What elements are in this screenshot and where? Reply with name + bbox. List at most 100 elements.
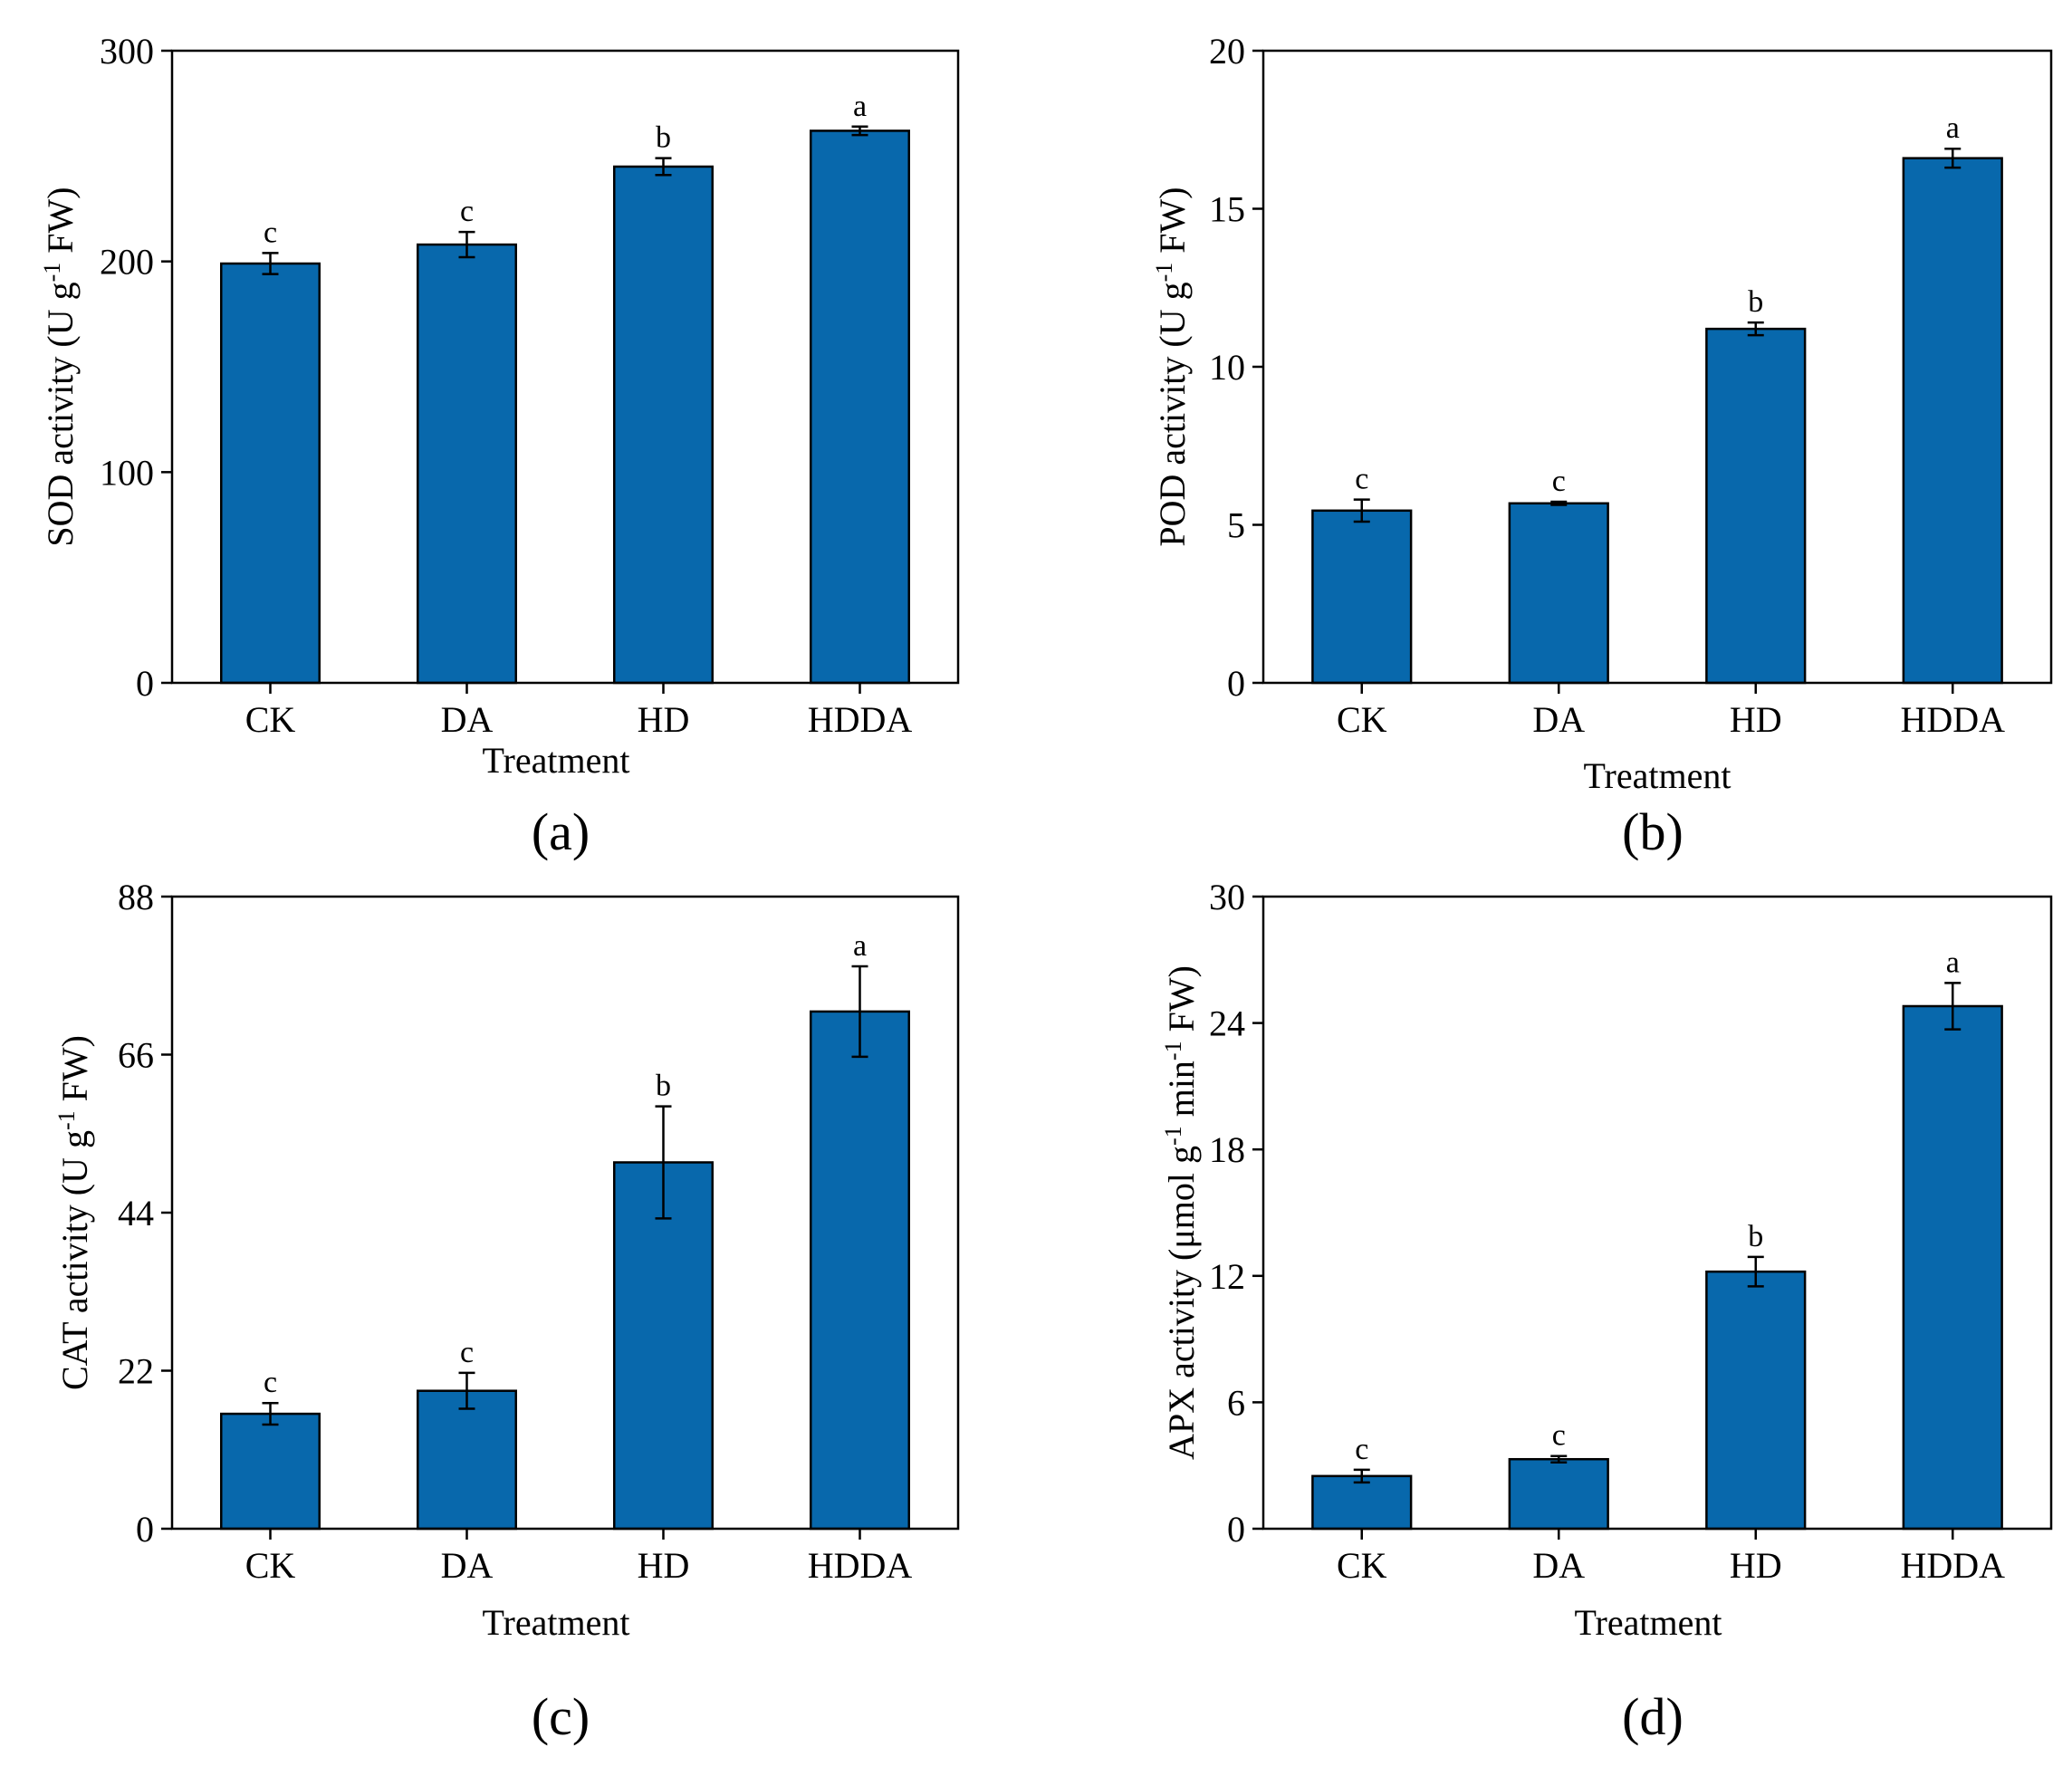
x-tick-label-CK: CK <box>1337 1545 1387 1586</box>
error-bar-HDDA <box>851 965 868 1059</box>
significance-letter-HD: b <box>1748 285 1763 319</box>
y-axis-title: CAT activity (U g-1 FW) <box>53 1035 95 1390</box>
panel-label: (a) <box>532 802 590 861</box>
x-tick-label-HD: HD <box>1730 1545 1782 1586</box>
y-tick-label: 300 <box>100 31 154 72</box>
y-tick-label: 66 <box>118 1035 154 1076</box>
y-axis-title: SOD activity (U g-1 FW) <box>39 187 81 546</box>
y-tick-label: 88 <box>118 877 154 917</box>
bar-CK <box>220 1412 321 1531</box>
error-bar-HDDA <box>851 125 868 137</box>
x-tick-label-HDDA: HDDA <box>1900 1545 2005 1586</box>
chart-panel-c: c c b a 0 22 44 66 88 CK DA HD HDDA Treatment CAT acti… <box>53 877 960 1746</box>
panel-label: (c) <box>532 1687 590 1746</box>
y-tick-label: 20 <box>1209 31 1245 72</box>
y-tick-label: 0 <box>136 663 154 704</box>
x-tick-label-CK: CK <box>245 1545 296 1586</box>
y-tick-label: 15 <box>1209 189 1245 230</box>
significance-letter-HDDA: a <box>853 90 867 123</box>
chart-panel-a: c c b a 0 100 200 300 CK DA HD HDDA Treatment SOD act… <box>39 31 960 861</box>
x-axis-title: Treatment <box>1575 1602 1722 1643</box>
x-tick-label-CK: CK <box>1337 699 1387 740</box>
bar-HDDA <box>810 1010 910 1531</box>
error-bar-HDDA <box>1944 147 1962 169</box>
significance-letter-DA: c <box>460 195 474 228</box>
y-tick-label: 0 <box>1227 663 1245 704</box>
significance-letter-HDDA: a <box>853 929 867 963</box>
y-tick-label: 24 <box>1209 1003 1245 1044</box>
x-tick-label-HDDA: HDDA <box>1900 699 2005 740</box>
error-bar-HD <box>1747 1255 1764 1288</box>
error-bar-CK <box>262 1401 279 1426</box>
x-tick-label-HD: HD <box>638 699 690 740</box>
significance-letter-DA: c <box>1552 465 1566 498</box>
bar-HD <box>1705 327 1807 685</box>
bar-HD <box>613 1161 714 1531</box>
y-tick-label: 18 <box>1209 1129 1245 1170</box>
panel-label: (d) <box>1622 1687 1684 1746</box>
error-bar-HD <box>655 157 672 177</box>
bar-DA <box>1508 1457 1609 1531</box>
bar-HD <box>1705 1270 1807 1531</box>
bar-DA <box>417 1389 517 1531</box>
error-bar-DA <box>458 230 475 259</box>
y-axis-title: POD activity (U g-1 FW) <box>1151 187 1193 546</box>
bar-HD <box>613 165 714 685</box>
x-axis-title: Treatment <box>483 740 630 781</box>
y-tick-label: 100 <box>100 452 154 493</box>
error-bar-CK <box>262 252 279 275</box>
y-tick-label: 0 <box>136 1509 154 1550</box>
bar-DA <box>417 243 517 685</box>
y-tick-label: 5 <box>1227 505 1245 546</box>
x-tick-label-HDDA: HDDA <box>808 1545 913 1586</box>
error-bar-HD <box>655 1105 672 1220</box>
error-bar-CK <box>1353 1468 1370 1484</box>
x-axis-title: Treatment <box>1584 755 1731 796</box>
chart-panel-b: c c b a 0 5 10 15 20 CK DA HD HDDA Treatment POD activ… <box>1151 31 2053 861</box>
bar-CK <box>220 262 321 685</box>
x-tick-label-HDDA: HDDA <box>808 699 913 740</box>
significance-letter-DA: c <box>1552 1419 1566 1453</box>
x-tick-label-DA: DA <box>1532 1545 1585 1586</box>
x-tick-label-DA: DA <box>441 1545 494 1586</box>
x-tick-label-HD: HD <box>1730 699 1782 740</box>
panel-label: (b) <box>1622 802 1684 861</box>
significance-letter-HDDA: a <box>1946 945 1960 979</box>
bar-CK <box>1311 509 1413 685</box>
error-bar-DA <box>458 1371 475 1410</box>
bar-CK <box>1311 1474 1413 1531</box>
x-axis-title: Treatment <box>483 1602 630 1643</box>
error-bar-DA <box>1550 1454 1568 1464</box>
plot-frame <box>1261 895 2053 1531</box>
y-tick-label: 12 <box>1209 1256 1245 1297</box>
significance-letter-HD: b <box>1748 1220 1763 1253</box>
x-tick-label-CK: CK <box>245 699 296 740</box>
error-bar-CK <box>1353 498 1370 523</box>
bar-HDDA <box>1902 157 2003 685</box>
y-tick-label: 200 <box>100 242 154 283</box>
y-tick-label: 30 <box>1209 877 1245 917</box>
significance-letter-CK: c <box>264 216 277 249</box>
bar-HDDA <box>1902 1004 2003 1531</box>
significance-letter-DA: c <box>460 1336 474 1369</box>
chart-panel-d: c c b a 0 6 12 18 24 30 CK DA HD HDDA Treatment APX act… <box>1160 877 2053 1746</box>
x-tick-label-HD: HD <box>638 1545 690 1586</box>
significance-letter-HD: b <box>656 121 671 155</box>
significance-letter-HDDA: a <box>1946 111 1960 145</box>
error-bar-HD <box>1747 321 1764 337</box>
y-tick-label: 22 <box>118 1351 154 1392</box>
error-bar-HDDA <box>1944 982 1962 1031</box>
y-tick-label: 6 <box>1227 1382 1245 1423</box>
plot-frame <box>170 49 960 685</box>
y-tick-label: 44 <box>118 1193 154 1233</box>
significance-letter-CK: c <box>264 1366 277 1399</box>
x-tick-label-DA: DA <box>1532 699 1585 740</box>
significance-letter-CK: c <box>1355 463 1368 496</box>
bar-DA <box>1508 502 1609 685</box>
significance-letter-CK: c <box>1355 1433 1368 1466</box>
y-tick-label: 10 <box>1209 347 1245 388</box>
x-tick-label-DA: DA <box>441 699 494 740</box>
error-bar-DA <box>1550 500 1568 506</box>
y-axis-title: APX activity (μmol g-1 min-1 FW) <box>1160 965 1202 1460</box>
